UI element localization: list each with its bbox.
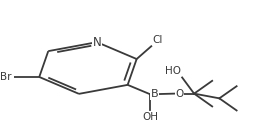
Text: B: B: [151, 89, 159, 99]
Text: Br: Br: [0, 72, 12, 82]
Text: Cl: Cl: [152, 35, 162, 45]
Text: O: O: [175, 89, 183, 99]
Text: N: N: [93, 36, 101, 49]
Text: HO: HO: [165, 66, 181, 76]
Text: OH: OH: [142, 112, 158, 122]
